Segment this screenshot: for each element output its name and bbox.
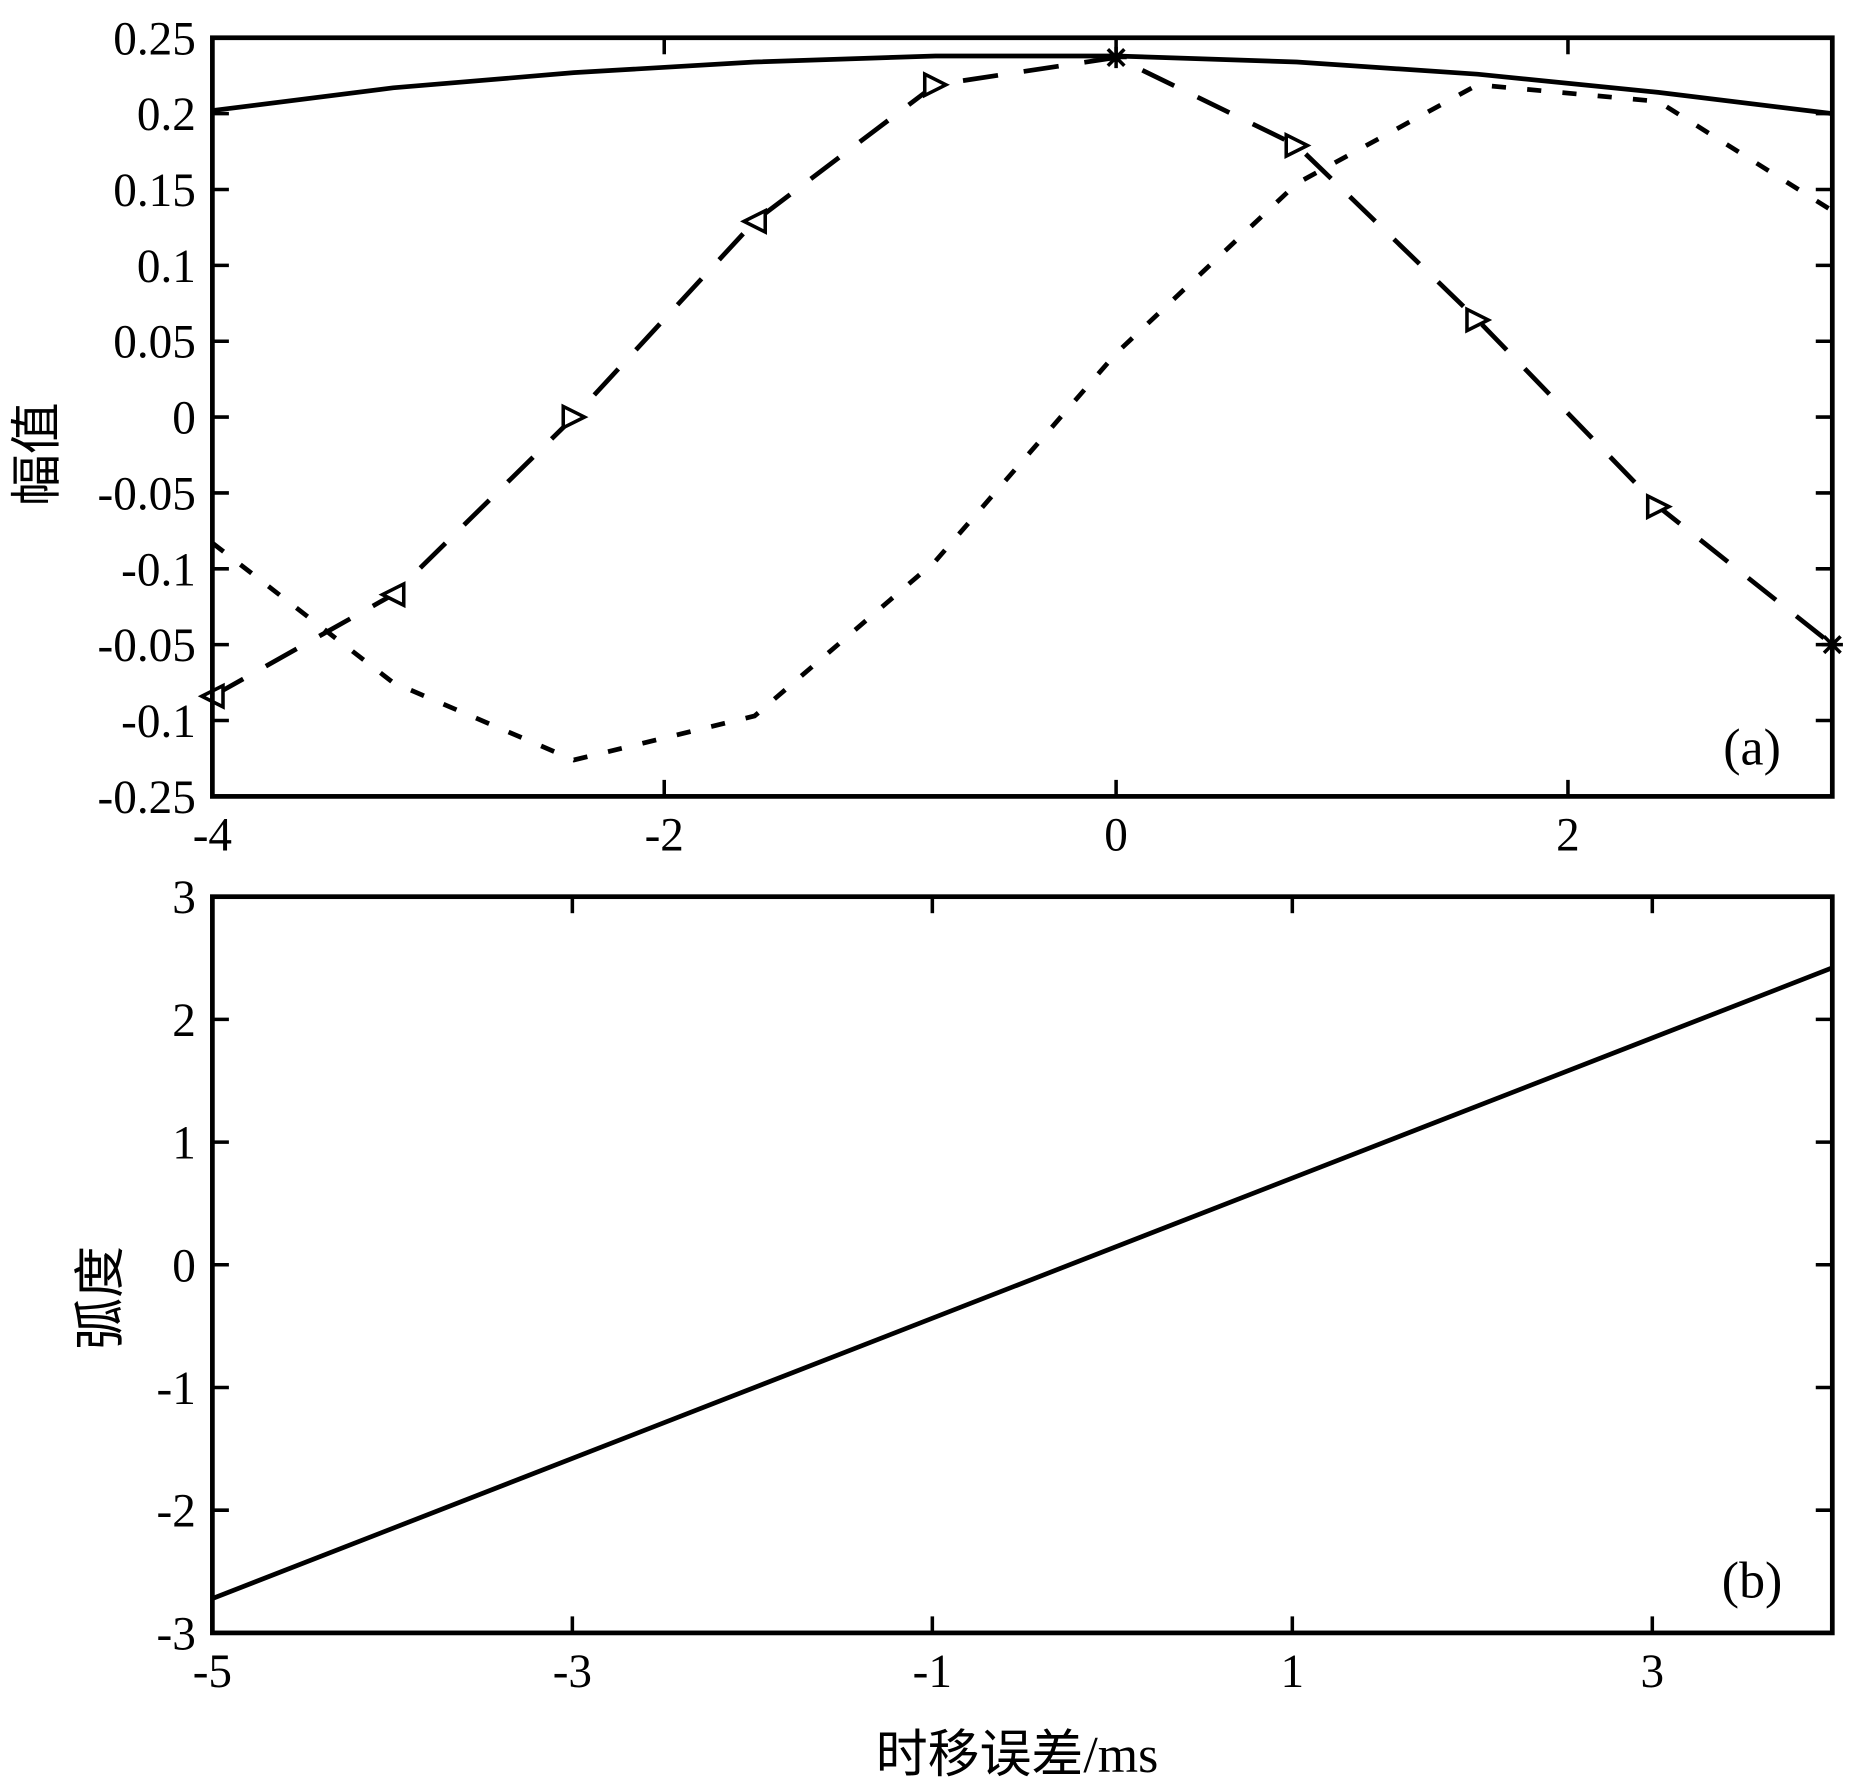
x-tick-label: 3 (1641, 1646, 1665, 1698)
y-tick-label: 2 (172, 995, 196, 1047)
series-line-solid (212, 53, 1833, 116)
y-tick-label: 0.15 (113, 165, 196, 217)
x-tick-label: -2 (645, 810, 684, 862)
y-tick-label: -0.1 (121, 544, 196, 596)
y-tick-label: -0.05 (98, 620, 196, 672)
y-tick-label: 1 (172, 1118, 196, 1170)
axes-frame (210, 35, 1835, 799)
data-point-triangle (740, 207, 767, 235)
panel-b-label: (b) (1722, 1553, 1783, 1610)
y-tick-label: 0 (172, 1240, 196, 1292)
y-tick-label: -3 (157, 1608, 196, 1660)
x-tick-label: 2 (1556, 810, 1580, 862)
y-tick-label: 0.05 (113, 317, 196, 369)
x-tick-label: -3 (553, 1646, 592, 1698)
x-tick-label: -4 (193, 810, 232, 862)
data-point-star (1105, 46, 1127, 69)
y-tick-label: -0.1 (121, 696, 196, 748)
panel-a-ylabel: 幅值 (9, 402, 66, 506)
y-tick-label: -2 (157, 1486, 196, 1538)
x-tick-label: -1 (913, 1646, 952, 1698)
data-point-triangle (1284, 131, 1312, 159)
y-tick-label: 3 (172, 872, 196, 924)
x-tick-label: -5 (193, 1646, 232, 1698)
panel-a-label: (a) (1723, 720, 1781, 777)
y-tick-label: 0 (172, 393, 196, 445)
y-tick-label: 0.1 (137, 241, 196, 293)
series-line-phase (211, 965, 1834, 1601)
series-line-dotted (210, 82, 1834, 763)
y-tick-label: -0.05 (98, 468, 196, 520)
panel-b-ylabel: 弧度 (73, 1246, 130, 1350)
x-tick-label: 1 (1281, 1646, 1305, 1698)
y-tick-label: -1 (157, 1363, 196, 1415)
x-tick-label: 0 (1104, 810, 1128, 862)
axes-frame (210, 894, 1835, 1636)
data-point-triangle (378, 581, 406, 609)
series-line-dashed-markers (211, 55, 1834, 699)
data-point-triangle (922, 71, 950, 99)
data-point-triangle (1465, 306, 1493, 334)
data-point-triangle (561, 403, 589, 431)
y-tick-label: 0.2 (137, 89, 196, 141)
panel-a: -4 -2 0 2 0.25 0.2 0.15 0.1 0.05 0 -0.05 -0.1 -0.05 -… (98, 13, 1843, 862)
y-tick-label: -0.25 (98, 772, 196, 824)
data-point-triangle (1645, 493, 1673, 521)
x-axis-label: 时移误差/ms (876, 1727, 1159, 1784)
y-tick-label: 0.25 (113, 13, 196, 65)
